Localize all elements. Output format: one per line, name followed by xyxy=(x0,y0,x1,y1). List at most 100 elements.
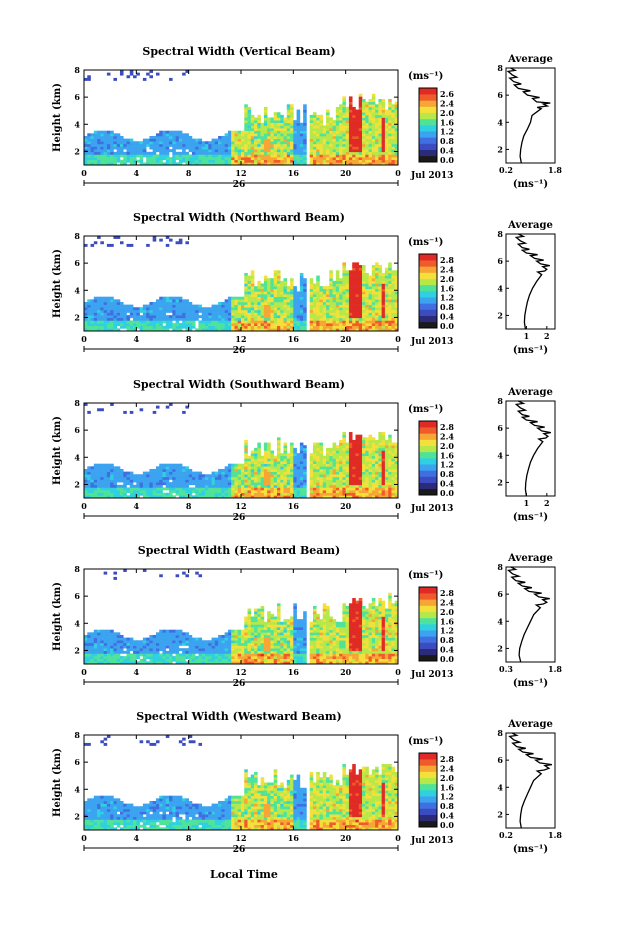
heatmap-cell xyxy=(280,455,284,459)
heatmap-cell xyxy=(293,146,297,150)
heatmap-cell xyxy=(339,439,343,443)
heatmap-cell xyxy=(309,141,314,145)
heatmap-cell xyxy=(267,307,271,311)
heatmap-cell xyxy=(290,468,294,472)
heatmap-cell xyxy=(84,492,88,496)
heatmap-cell xyxy=(326,471,330,475)
heatmap-cell xyxy=(394,278,399,282)
heatmap-cell xyxy=(244,317,248,321)
heatmap-cell xyxy=(90,468,95,472)
heatmap-cell xyxy=(260,299,265,303)
heatmap-cell xyxy=(175,151,180,155)
heatmap-cell xyxy=(93,640,98,644)
heatmap-cell xyxy=(316,128,320,131)
heatmap-cell xyxy=(352,468,356,472)
heatmap-cell xyxy=(378,468,382,472)
heatmap-cell xyxy=(286,296,291,300)
heatmap-cell xyxy=(391,162,396,166)
heatmap-cell xyxy=(198,495,203,499)
heatmap-cell xyxy=(263,291,268,295)
heatmap-cell xyxy=(293,304,297,308)
heatmap-cell xyxy=(339,445,343,449)
heatmap-cell xyxy=(185,151,189,155)
heatmap-cell xyxy=(384,275,389,279)
heatmap-cell xyxy=(342,466,346,470)
heatmap-cell xyxy=(312,328,317,332)
heatmap-cell xyxy=(293,312,297,316)
heatmap-cell xyxy=(290,294,294,297)
heatmap-cell xyxy=(339,476,343,480)
heatmap-cell xyxy=(218,141,222,145)
heatmap-cell xyxy=(283,482,288,486)
y-axis-label: Height (km) xyxy=(52,249,63,318)
heatmap-cell xyxy=(263,474,268,478)
heatmap-cell xyxy=(273,128,278,131)
heatmap-cell xyxy=(355,120,360,124)
heatmap-cell xyxy=(371,453,376,457)
heatmap-cell xyxy=(381,490,386,494)
heatmap-cell xyxy=(352,320,356,324)
heatmap-cell xyxy=(254,162,258,166)
heatmap-cell xyxy=(312,301,317,305)
heatmap-cell xyxy=(133,479,137,483)
heatmap-cell xyxy=(162,312,167,316)
heatmap-cell xyxy=(250,309,255,313)
heatmap-cell xyxy=(345,301,350,305)
heatmap-cell xyxy=(263,114,268,118)
heatmap-cell xyxy=(263,461,268,464)
heatmap-cell xyxy=(355,325,360,329)
heatmap-cell xyxy=(348,96,353,100)
heatmap-cell xyxy=(231,471,235,475)
heatmap-cell xyxy=(119,650,124,654)
heatmap-cell xyxy=(368,450,373,454)
heatmap-cell xyxy=(159,304,163,308)
heatmap-cell xyxy=(345,272,350,276)
heatmap-cell xyxy=(378,162,382,166)
heatmap-cell xyxy=(388,130,392,134)
heatmap-cell xyxy=(231,328,235,332)
heatmap-cell xyxy=(290,466,294,470)
heatmap-cell xyxy=(93,130,98,134)
heatmap-cell xyxy=(348,432,353,435)
heatmap-cell xyxy=(254,458,258,462)
heatmap-cell xyxy=(87,661,91,665)
heatmap-cell xyxy=(136,315,140,319)
heatmap-cell xyxy=(339,151,343,155)
heatmap-cell xyxy=(326,157,330,161)
heatmap-cell xyxy=(113,320,118,324)
heatmap-cell xyxy=(293,159,297,163)
heatmap-cell xyxy=(100,241,104,245)
heatmap-cell xyxy=(348,283,353,287)
heatmap-cell xyxy=(332,492,337,496)
heatmap-cell xyxy=(90,482,95,486)
heatmap-cell xyxy=(375,278,379,282)
heatmap-cell xyxy=(97,487,101,491)
heatmap-cell xyxy=(126,474,131,478)
heatmap-cell xyxy=(162,307,167,311)
heatmap-cell xyxy=(378,294,382,297)
heatmap-cell xyxy=(172,130,176,134)
heatmap-cell xyxy=(276,120,281,124)
heatmap-cell xyxy=(93,312,98,316)
heatmap-cell xyxy=(362,146,366,150)
heatmap-cell xyxy=(250,128,255,131)
heatmap-cell xyxy=(191,159,196,163)
heatmap-cell xyxy=(378,323,382,327)
heatmap-cell xyxy=(169,143,173,147)
heatmap-cell xyxy=(116,307,121,311)
heatmap-cell xyxy=(348,125,353,129)
heatmap-cell xyxy=(214,323,219,327)
heatmap-cell xyxy=(316,138,320,142)
heatmap-cell xyxy=(358,267,363,271)
heatmap-cell xyxy=(234,495,239,499)
heatmap-cell xyxy=(394,128,399,131)
heatmap-cell xyxy=(381,325,386,329)
heatmap-cell xyxy=(116,634,121,638)
heatmap-cell xyxy=(339,484,343,488)
heatmap-cell xyxy=(129,410,134,414)
heatmap-cell xyxy=(358,265,363,268)
heatmap-cell xyxy=(296,490,301,494)
heatmap-cell xyxy=(250,487,255,491)
heatmap-cell xyxy=(270,309,275,313)
heatmap-cell xyxy=(198,151,203,155)
